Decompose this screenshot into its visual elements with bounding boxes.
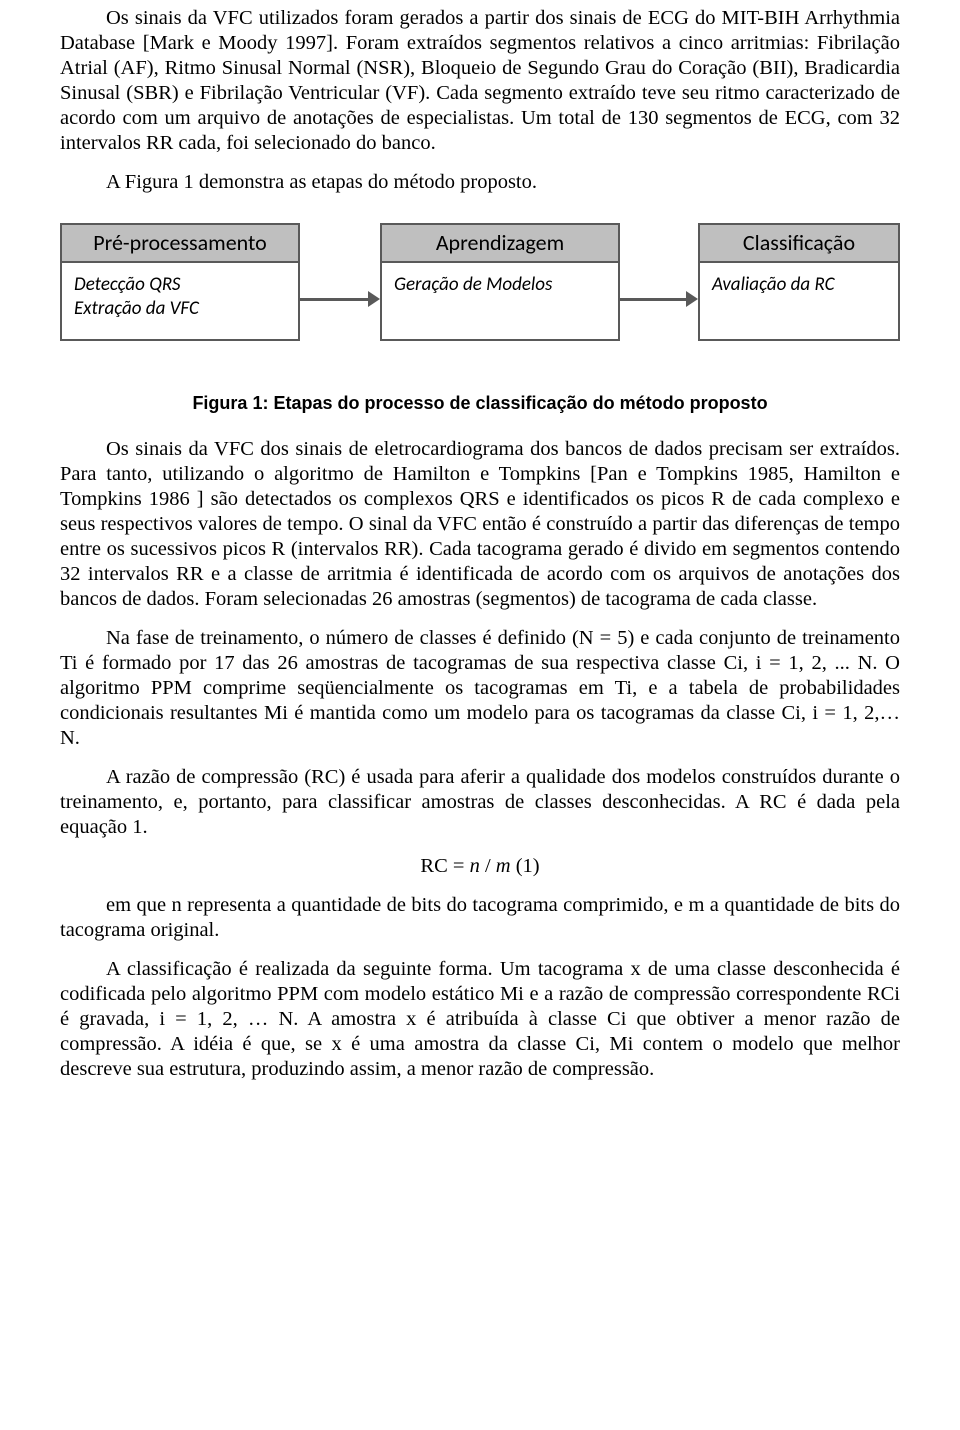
stage-classification: Classificação Avaliação da RC — [698, 223, 900, 341]
stage-classification-body: Avaliação da RC — [700, 263, 898, 307]
arrow-1-head-icon — [368, 291, 380, 307]
paragraph-1: Os sinais da VFC utilizados foram gerado… — [60, 6, 900, 156]
stage-classification-line1: Avaliação da RC — [712, 273, 886, 297]
paragraph-3: Os sinais da VFC dos sinais de eletrocar… — [60, 437, 900, 612]
equation-1-m: m — [496, 855, 511, 877]
arrow-2-head-icon — [686, 291, 698, 307]
arrow-1-line — [300, 298, 368, 301]
stage-preprocessing-body: Detecção QRS Extração da VFC — [62, 263, 298, 332]
equation-1-sep: / — [480, 855, 496, 877]
stage-learning-line1: Geração de Modelos — [394, 273, 606, 297]
stage-learning: Aprendizagem Geração de Modelos — [380, 223, 620, 341]
stage-classification-title: Classificação — [700, 225, 898, 263]
stage-preprocessing-title: Pré-processamento — [62, 225, 298, 263]
equation-1-lhs: RC = — [420, 855, 469, 877]
paragraph-6: em que n representa a quantidade de bits… — [60, 893, 900, 943]
stage-learning-body: Geração de Modelos — [382, 263, 618, 307]
figure-1-caption: Figura 1: Etapas do processo de classifi… — [60, 393, 900, 415]
arrow-2-line — [620, 298, 686, 301]
stage-preprocessing: Pré-processamento Detecção QRS Extração … — [60, 223, 300, 341]
paragraph-2: A Figura 1 demonstra as etapas do método… — [60, 170, 900, 195]
paragraph-7: A classificação é realizada da seguinte … — [60, 957, 900, 1082]
equation-1-tag: (1) — [511, 855, 540, 877]
stage-preprocessing-line2: Extração da VFC — [74, 297, 286, 321]
figure-1: Pré-processamento Detecção QRS Extração … — [60, 223, 900, 415]
equation-1-n: n — [470, 855, 480, 877]
paragraph-5: A razão de compressão (RC) é usada para … — [60, 765, 900, 840]
stage-learning-title: Aprendizagem — [382, 225, 618, 263]
stage-preprocessing-line1: Detecção QRS — [74, 273, 286, 297]
diagram-container: Pré-processamento Detecção QRS Extração … — [60, 223, 900, 373]
equation-1: RC = n / m (1) — [60, 854, 900, 879]
page-body: Os sinais da VFC utilizados foram gerado… — [0, 0, 960, 1126]
paragraph-4: Na fase de treinamento, o número de clas… — [60, 626, 900, 751]
